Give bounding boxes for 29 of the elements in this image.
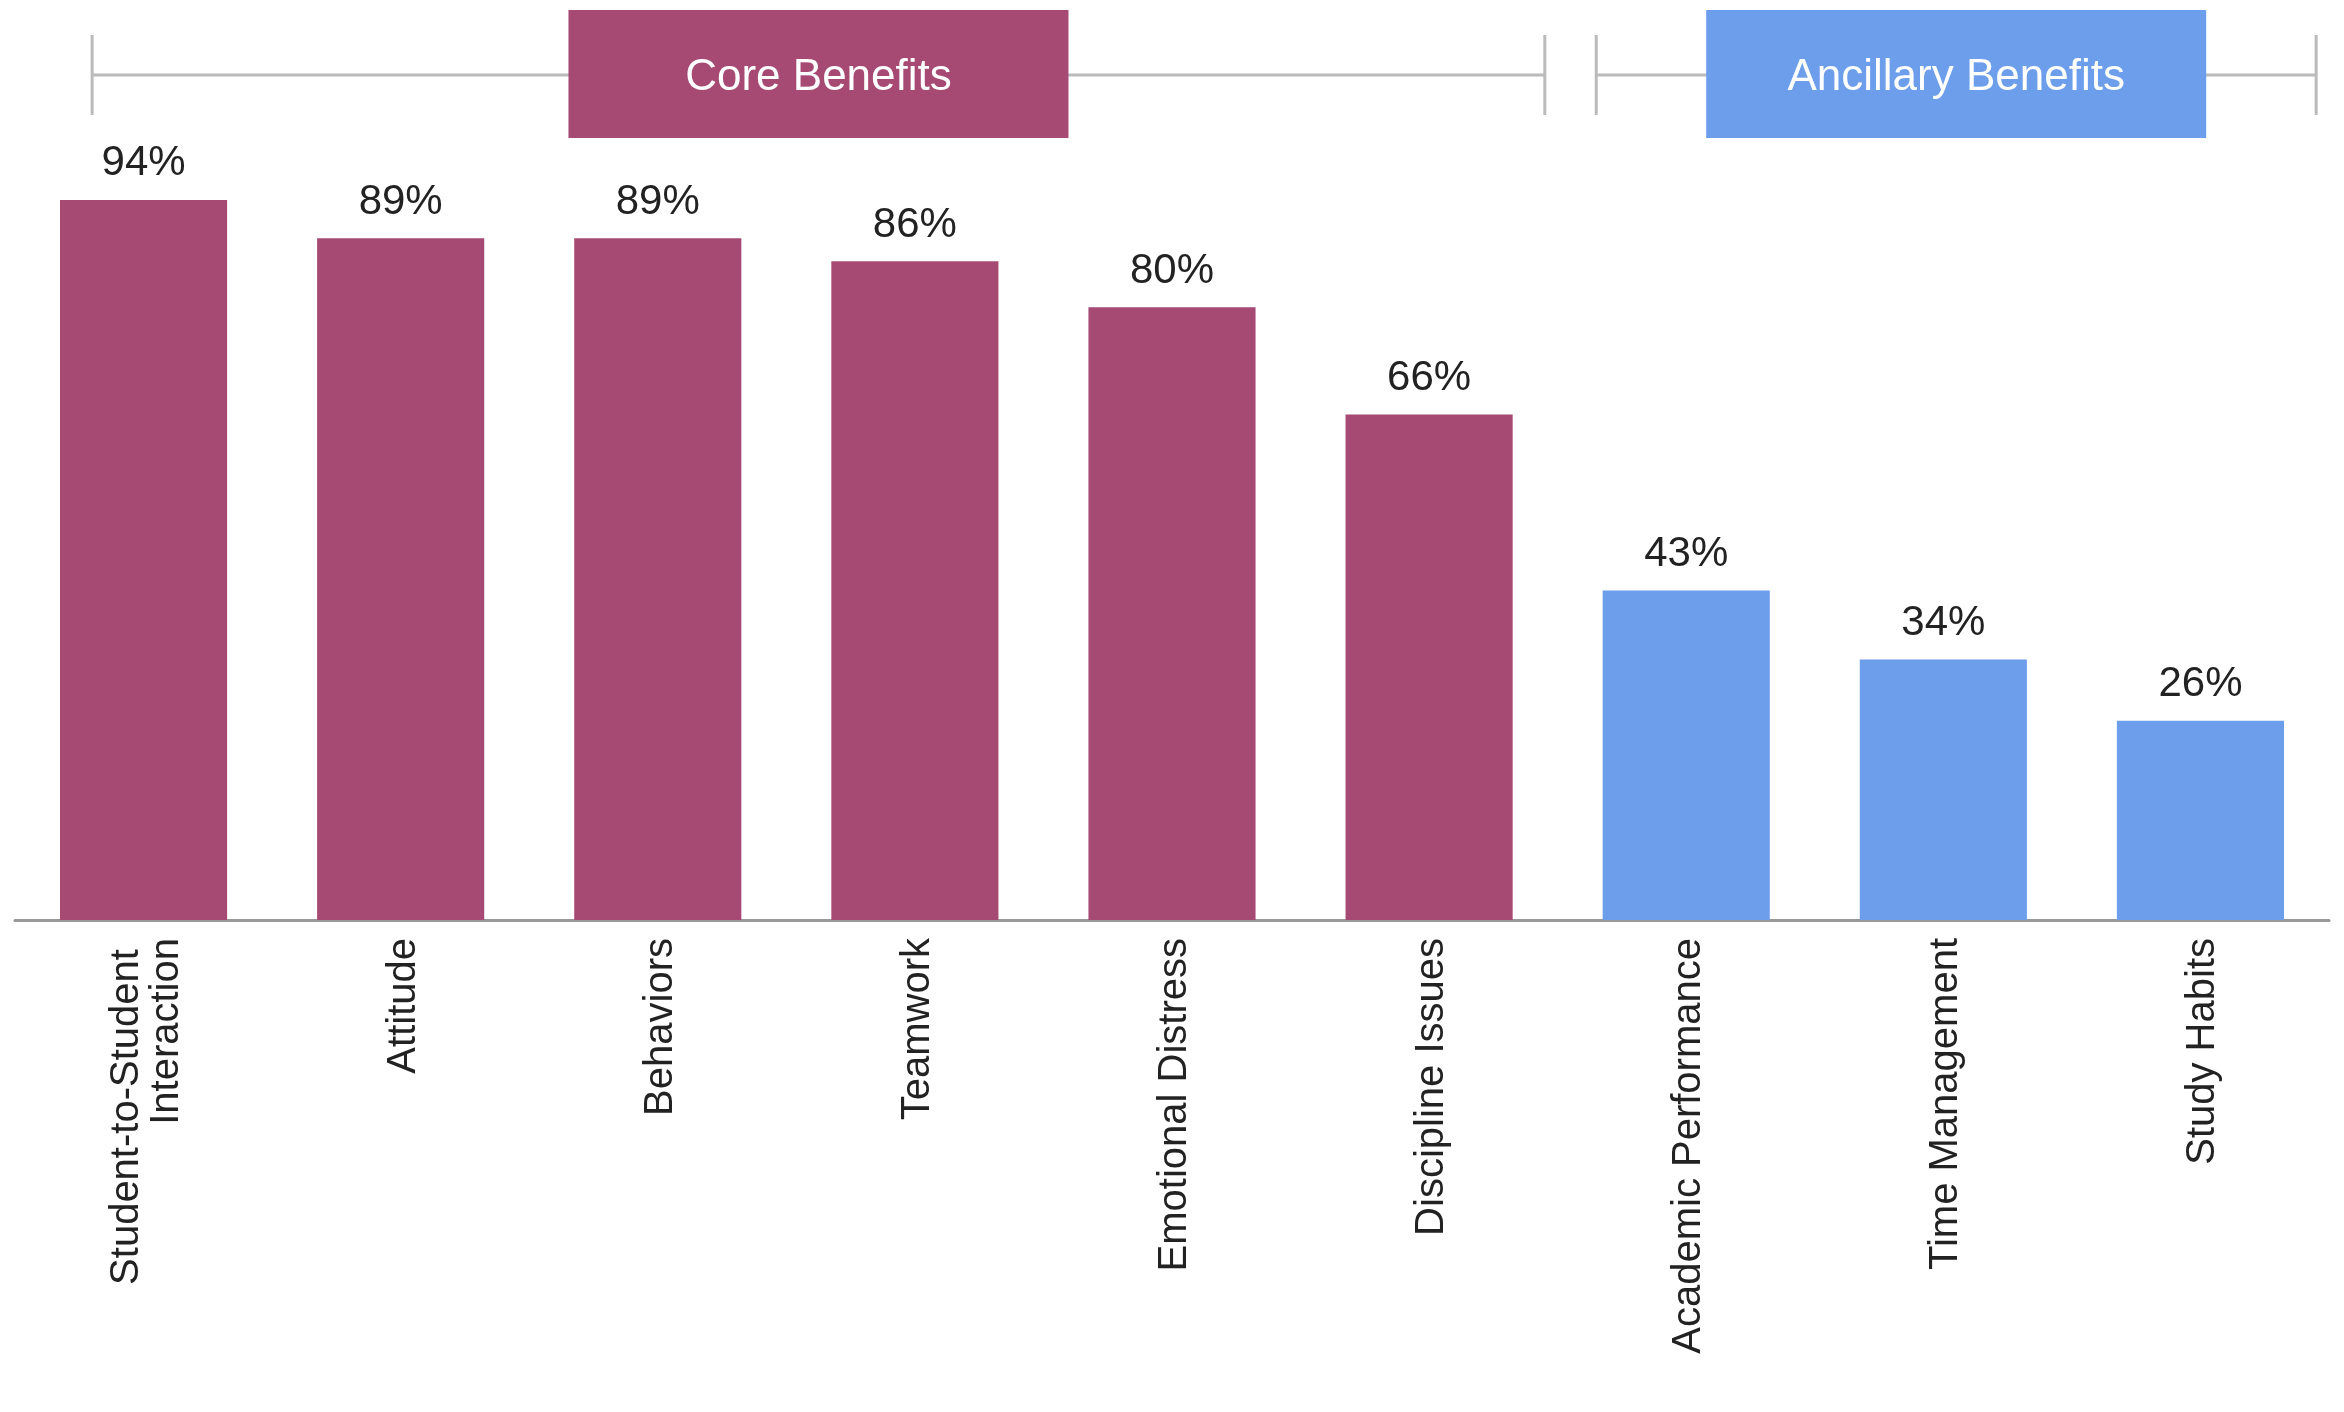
data-label: 80%	[1129, 244, 1215, 292]
data-label: 66%	[1387, 351, 1472, 399]
text: Core Benefits	[685, 49, 952, 99]
x-tick-label: Emotional Distress	[1150, 938, 1194, 1272]
bar	[574, 238, 742, 920]
data-label: 89%	[358, 175, 443, 223]
x-tick-label: Attitude	[378, 938, 423, 1074]
x-tick-label: Study Habits	[2178, 938, 2223, 1165]
bar	[831, 261, 999, 920]
x-tick-label: Time Management	[1921, 938, 1966, 1270]
x-tick-label: Discipline Issues	[1407, 938, 1452, 1236]
bar	[1859, 659, 2027, 920]
text: Ancillary Benefits	[1787, 49, 2125, 99]
bar	[2116, 720, 2285, 920]
data-label: 89%	[615, 175, 700, 223]
data-label: 94%	[101, 137, 186, 185]
data-label: 86%	[872, 198, 957, 246]
bar	[1345, 414, 1513, 920]
x-tick-label: Teamwork	[892, 937, 937, 1121]
data-label: 34%	[1901, 597, 1986, 645]
x-tick-label: Behaviors	[635, 938, 680, 1116]
data-label: 26%	[2158, 658, 2243, 706]
x-tick-label: Student-to-Student Interaction	[101, 938, 186, 1285]
data-label: 43%	[1644, 528, 1729, 576]
bar	[317, 238, 485, 920]
bar	[59, 199, 228, 920]
bar	[1602, 590, 1770, 920]
bar	[1088, 307, 1256, 920]
x-tick-label: Academic Performance	[1664, 938, 1709, 1354]
